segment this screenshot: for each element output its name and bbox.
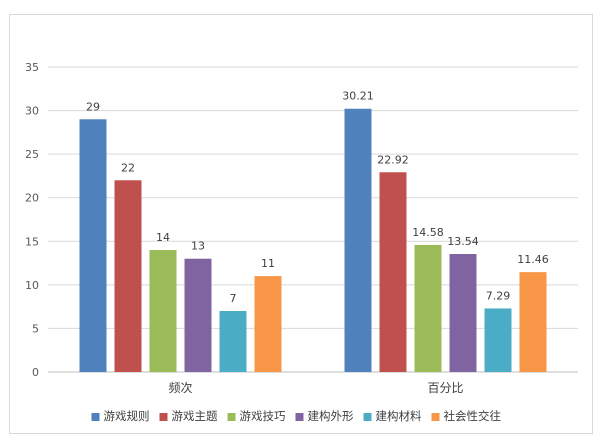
data-label: 29 bbox=[86, 100, 100, 113]
y-tick-label: 15 bbox=[25, 235, 39, 248]
bar bbox=[149, 250, 177, 372]
y-axis-ticks: 0 5 10 15 20 25 30 35 bbox=[25, 61, 39, 379]
legend: 游戏规则 游戏主题 游戏技巧 建构外形 建构材料 社会性交往 bbox=[91, 409, 502, 423]
legend-swatch bbox=[295, 413, 304, 421]
y-tick-label: 25 bbox=[25, 148, 39, 161]
y-tick-label: 5 bbox=[32, 322, 39, 335]
y-tick-label: 10 bbox=[25, 279, 39, 292]
legend-swatch bbox=[431, 413, 440, 421]
legend-label: 游戏规则 bbox=[104, 409, 150, 423]
legend-swatch bbox=[159, 413, 168, 421]
data-label: 22.92 bbox=[377, 153, 409, 166]
data-label: 7.29 bbox=[486, 289, 511, 302]
data-label: 14.58 bbox=[412, 226, 444, 239]
legend-label: 建构材料 bbox=[376, 409, 422, 423]
x-tick-label: 百分比 bbox=[427, 381, 463, 395]
legend-swatch bbox=[91, 413, 100, 421]
legend-label: 游戏技巧 bbox=[240, 409, 286, 423]
bar bbox=[254, 276, 282, 372]
x-axis-ticks: 频次 百分比 bbox=[168, 381, 463, 395]
data-label: 14 bbox=[156, 231, 170, 244]
y-tick-label: 20 bbox=[25, 192, 39, 205]
y-tick-label: 0 bbox=[32, 366, 39, 379]
bar bbox=[79, 119, 107, 373]
bar bbox=[344, 108, 372, 373]
legend-label: 建构外形 bbox=[308, 409, 354, 423]
x-tick-label: 频次 bbox=[168, 381, 192, 395]
bars bbox=[79, 108, 547, 373]
legend-swatch bbox=[363, 413, 372, 421]
data-label: 11 bbox=[261, 257, 275, 270]
legend-label: 社会性交往 bbox=[444, 409, 502, 423]
y-tick-label: 35 bbox=[25, 61, 39, 74]
legend-swatch bbox=[227, 413, 236, 421]
legend-label: 游戏主题 bbox=[172, 409, 218, 423]
data-label: 11.46 bbox=[517, 253, 549, 266]
bar bbox=[519, 272, 547, 372]
bar bbox=[449, 254, 477, 372]
data-label: 30.21 bbox=[342, 90, 374, 103]
data-label: 13.54 bbox=[447, 235, 479, 248]
data-label: 22 bbox=[121, 161, 135, 174]
bar bbox=[379, 172, 407, 372]
bar bbox=[114, 180, 142, 372]
y-tick-label: 30 bbox=[25, 105, 39, 118]
data-label: 7 bbox=[230, 292, 237, 305]
bar bbox=[484, 308, 512, 372]
bar bbox=[414, 244, 442, 372]
bar bbox=[219, 311, 247, 372]
data-label: 13 bbox=[191, 240, 205, 253]
bar bbox=[184, 258, 212, 372]
